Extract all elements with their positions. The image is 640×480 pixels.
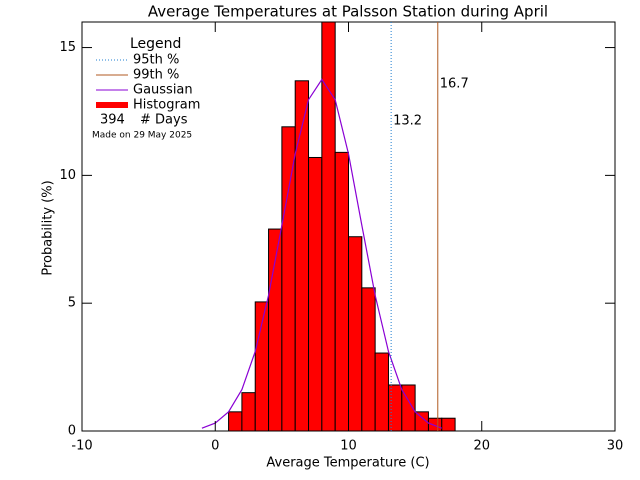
histogram-bar	[374, 352, 389, 431]
legend-title: Legend	[130, 36, 181, 52]
plot-area	[201, 22, 456, 431]
histogram-bar	[294, 80, 310, 431]
histogram-bar	[334, 151, 349, 431]
histogram-bar	[228, 411, 243, 431]
chart-title: Average Temperatures at Palsson Station …	[148, 3, 548, 21]
legend-label: Histogram	[133, 98, 200, 113]
y-tick-label: 15	[59, 40, 76, 55]
x-tick-label: -10	[71, 439, 92, 454]
histogram-bar	[321, 22, 336, 431]
gaussian-curve	[201, 78, 442, 429]
y-tick-label: 5	[68, 296, 76, 311]
histogram-bar	[281, 126, 296, 431]
x-tick-label: 20	[473, 439, 490, 454]
histogram-bar	[387, 384, 403, 431]
percentile-label: 13.2	[393, 114, 422, 129]
x-axis-label: Average Temperature (C)	[266, 456, 429, 471]
histogram-bar	[308, 156, 323, 431]
legend-label: Gaussian	[133, 83, 193, 98]
legend-label: 99th %	[133, 68, 179, 83]
legend-label: 95th %	[133, 53, 179, 68]
y-tick-label: 0	[68, 424, 76, 439]
days-label: # Days	[140, 113, 188, 128]
days-count: 394	[100, 113, 125, 128]
y-axis-label: Probability (%)	[41, 180, 56, 275]
x-tick-label: 30	[607, 439, 624, 454]
x-tick-label: 10	[340, 439, 357, 454]
histogram-bar	[241, 392, 256, 431]
percentile-label: 16.7	[440, 77, 469, 92]
x-tick-label: 0	[211, 439, 219, 454]
made-on-note: Made on 29 May 2025	[92, 131, 192, 141]
histogram-bar	[348, 236, 363, 431]
histogram-bar	[441, 417, 456, 431]
histogram-bar	[427, 417, 443, 431]
y-tick-label: 10	[59, 168, 76, 183]
histogram-bar	[361, 287, 376, 431]
